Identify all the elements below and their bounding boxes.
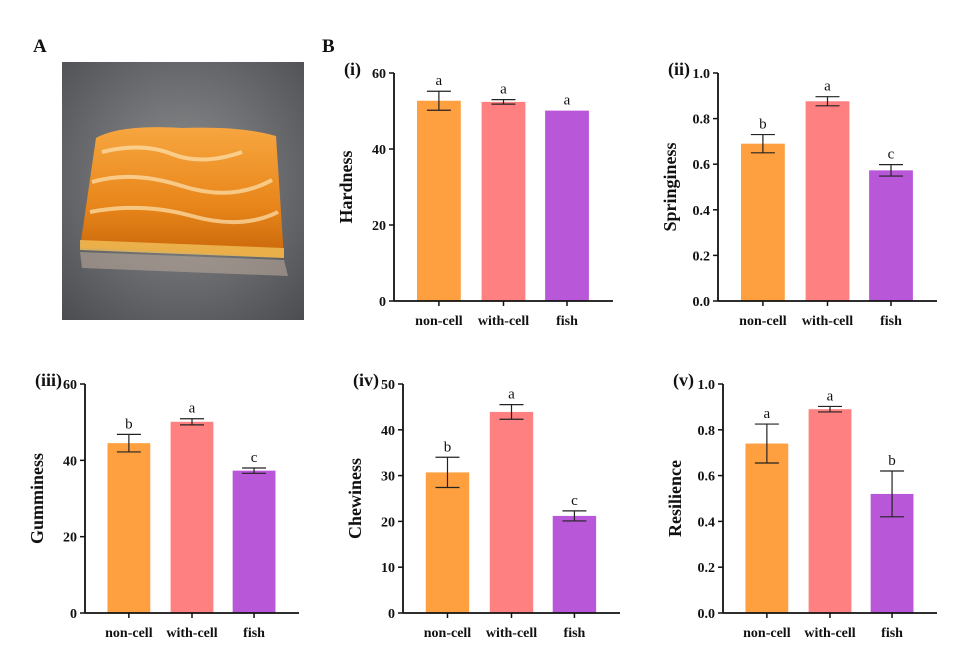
- bar-with-cell: [808, 409, 852, 613]
- y-tick-label: 0.8: [693, 113, 711, 128]
- significance-letter: a: [827, 388, 834, 404]
- orange-gel-sample-photo: [62, 62, 304, 320]
- significance-letter: a: [436, 73, 443, 89]
- chart-springiness: (ii) Springiness b non-cell a with-cell c fish 0…: [660, 59, 937, 329]
- bar-fish: [552, 515, 597, 613]
- x-tick-label: fish: [881, 626, 903, 641]
- chart-gumminess: (iii) Gumminess b non-cell a with-cell c fish 0 2…: [27, 370, 299, 641]
- y-tick-label: 20: [372, 219, 386, 234]
- y-axis-label: Gumminess: [27, 453, 47, 544]
- y-axis-label: Hardness: [336, 150, 356, 223]
- x-tick-label: non-cell: [743, 626, 791, 641]
- y-tick-label: 1.0: [698, 378, 716, 393]
- y-tick-label: 0.8: [698, 424, 716, 439]
- y-tick-label: 0.4: [698, 515, 716, 530]
- significance-letter: b: [444, 439, 452, 455]
- panel-label: (ii): [668, 59, 690, 80]
- y-axis-label: Chewiness: [345, 458, 365, 539]
- y-axis-label: Resilience: [665, 460, 685, 537]
- y-tick-label: 20: [381, 515, 395, 530]
- bar-non-cell: [425, 472, 470, 613]
- y-tick-label: 0: [70, 607, 77, 622]
- bar-fish: [869, 170, 913, 301]
- y-axis-label: Springiness: [660, 142, 680, 231]
- x-tick-label: non-cell: [415, 314, 463, 329]
- y-tick-label: 50: [381, 378, 395, 393]
- significance-letter: a: [500, 82, 507, 98]
- y-tick-label: 0.2: [693, 249, 711, 264]
- y-tick-label: 0: [388, 607, 395, 622]
- x-tick-label: with-cell: [478, 314, 529, 329]
- y-tick-label: 60: [63, 378, 77, 393]
- bar-fish: [545, 110, 589, 302]
- bar-non-cell: [745, 443, 789, 613]
- x-tick-label: fish: [564, 626, 586, 641]
- y-tick-label: 0.4: [693, 204, 711, 219]
- x-tick-label: with-cell: [804, 626, 855, 641]
- significance-letter: c: [888, 147, 895, 163]
- x-tick-label: with-cell: [802, 314, 853, 329]
- panel-label: (i): [344, 59, 361, 80]
- bar-fish: [232, 470, 276, 613]
- y-tick-label: 30: [381, 470, 395, 485]
- x-tick-label: non-cell: [424, 626, 472, 641]
- significance-letter: b: [125, 416, 133, 432]
- chart-resilience: (v) Resilience a non-cell a with-cell b fish 0.0…: [665, 370, 937, 641]
- y-tick-label: 0.6: [698, 470, 716, 485]
- y-tick-label: 40: [381, 424, 395, 439]
- bar-non-cell: [416, 100, 461, 302]
- x-tick-label: fish: [880, 314, 902, 329]
- y-tick-label: 60: [372, 67, 386, 82]
- y-tick-label: 0.2: [698, 561, 716, 576]
- chart-hardness: (i) Hardness a non-cell a with-cell a fish 0 20 40…: [336, 59, 613, 329]
- panel-label: (iii): [35, 370, 62, 391]
- significance-letter: a: [564, 93, 571, 109]
- x-tick-label: with-cell: [486, 626, 537, 641]
- bar-with-cell: [170, 421, 214, 613]
- significance-letter: b: [759, 117, 767, 133]
- y-tick-label: 20: [63, 531, 77, 546]
- bar-with-cell: [489, 411, 534, 613]
- y-tick-label: 1.0: [693, 67, 711, 82]
- significance-letter: b: [888, 453, 896, 469]
- y-tick-label: 40: [63, 454, 77, 469]
- bar-non-cell: [740, 143, 785, 301]
- y-tick-label: 0.0: [698, 607, 716, 622]
- panel-a-label: A: [33, 36, 47, 57]
- x-tick-label: fish: [556, 314, 578, 329]
- significance-letter: a: [764, 406, 771, 422]
- significance-letter: a: [508, 387, 515, 403]
- x-tick-label: fish: [243, 626, 265, 641]
- bar-with-cell: [481, 101, 526, 301]
- x-tick-label: non-cell: [105, 626, 153, 641]
- significance-letter: a: [824, 79, 831, 95]
- x-tick-label: with-cell: [166, 626, 217, 641]
- x-tick-label: non-cell: [739, 314, 787, 329]
- y-tick-label: 40: [372, 143, 386, 158]
- y-tick-label: 0.0: [693, 295, 711, 310]
- panel-label: (v): [673, 370, 694, 391]
- bar-non-cell: [107, 443, 151, 613]
- significance-letter: c: [571, 493, 578, 509]
- significance-letter: c: [251, 450, 258, 466]
- panel-b-label: B: [322, 36, 335, 57]
- chart-chewiness: (iv) Chewiness b non-cell a with-cell c fish 0 10…: [345, 370, 620, 641]
- y-tick-label: 10: [381, 561, 395, 576]
- significance-letter: a: [189, 401, 196, 417]
- panel-label: (iv): [353, 370, 379, 391]
- bar-with-cell: [805, 101, 850, 301]
- y-tick-label: 0: [379, 295, 386, 310]
- y-tick-label: 0.6: [693, 158, 711, 173]
